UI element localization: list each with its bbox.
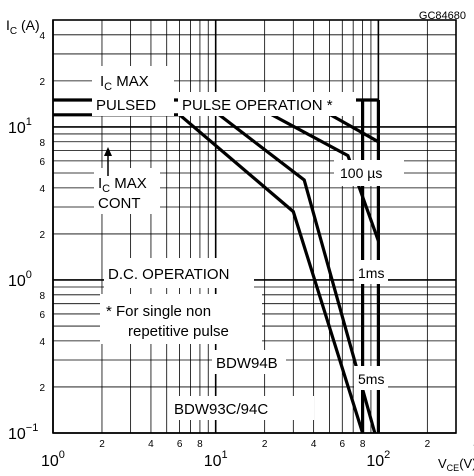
bdw93c-box: [170, 396, 314, 420]
label-5ms: 5ms: [358, 371, 384, 387]
dc-operation-box: [104, 258, 254, 288]
ic-max-cont-label: IC MAX: [98, 175, 147, 195]
y-tick-label: 4: [39, 184, 45, 195]
soa-curve-1: [198, 98, 377, 434]
y-tick-label: 6: [39, 157, 45, 168]
label-100us-box: [334, 160, 404, 186]
ic-max-cont-rest: MAX: [110, 175, 147, 192]
ic-max-cont-main: I: [98, 175, 102, 192]
ic-max-pulsed-label: IC MAX: [100, 73, 149, 93]
ic-max-pulsed-line2: PULSED: [96, 97, 156, 114]
y-tick-label: 4: [39, 337, 45, 348]
y-tick-label: 2: [39, 230, 45, 241]
x-axis-label-main: V: [438, 456, 447, 471]
y-tick-label: 8: [39, 138, 45, 149]
y-axis-label: IC (A): [6, 17, 40, 37]
x-tick-label: 2: [262, 439, 268, 450]
y-axis-label-sub: C: [10, 26, 17, 37]
ic-max-cont-line2: CONT: [98, 195, 141, 212]
y-tick-label: 2: [39, 383, 45, 394]
y-axis-label-unit: (A): [17, 17, 40, 33]
ic-max-pulsed-box: [92, 66, 174, 116]
y-decade-label: 10−1: [8, 422, 38, 443]
bdw93c-label: BDW93C/94C: [174, 401, 268, 418]
note-box: [100, 294, 262, 344]
x-axis-label: VCE(V): [438, 456, 474, 473]
x-decade-label: 100: [41, 449, 65, 470]
ic-max-pulsed-rest: MAX: [112, 73, 149, 90]
ic-max-cont-sub: C: [102, 183, 110, 195]
label-5ms-box: [354, 366, 388, 390]
x-decade-label: 101: [204, 449, 228, 470]
pulse-operation-box: [178, 92, 356, 116]
plot-frame: [52, 19, 457, 434]
x-tick-label: 6: [177, 439, 183, 450]
label-1ms: 1ms: [358, 265, 384, 281]
pulse-operation-label: PULSE OPERATION *: [182, 97, 333, 114]
bdw94b-label: BDW94B: [216, 355, 278, 372]
x-axis-label-unit: (V): [459, 456, 474, 471]
y-axis-label-main: I: [6, 17, 10, 33]
ic-max-pulsed-main: I: [100, 73, 104, 90]
x-tick-label: 2: [425, 439, 431, 450]
y-decade-label: 101: [8, 116, 32, 137]
x-tick-label: 2: [99, 439, 105, 450]
y-tick-label: 2: [39, 77, 45, 88]
soa-curve-2: [243, 98, 380, 242]
tick-labels: 246824682468246824682410010110210−110010…: [8, 31, 474, 470]
dc-operation-label: D.C. OPERATION: [108, 266, 229, 283]
label-100us: 100 µs: [340, 165, 382, 181]
y-tick-label: 6: [39, 310, 45, 321]
x-tick-label: 8: [197, 439, 203, 450]
x-tick-label: 4: [311, 439, 317, 450]
note-line2: repetitive pulse: [128, 323, 229, 340]
y-tick-label: 4: [39, 31, 45, 42]
ic-max-cont-arrowhead: [104, 147, 112, 156]
x-tick-label: 6: [340, 439, 346, 450]
y-decade-label: 100: [8, 269, 32, 290]
x-axis-label-sub: CE: [447, 463, 460, 473]
note-line1: * For single non: [106, 303, 211, 320]
label-1ms-box: [354, 260, 388, 284]
y-tick-label: 8: [39, 291, 45, 302]
ic-max-cont-box: [94, 168, 160, 214]
ic-max-pulsed-sub: C: [104, 81, 112, 93]
bdw94b-box: [212, 350, 286, 374]
x-decade-label: 102: [366, 449, 390, 470]
x-tick-label: 4: [148, 439, 154, 450]
chart-code: GC84680: [419, 10, 466, 22]
x-tick-label: 8: [360, 439, 366, 450]
